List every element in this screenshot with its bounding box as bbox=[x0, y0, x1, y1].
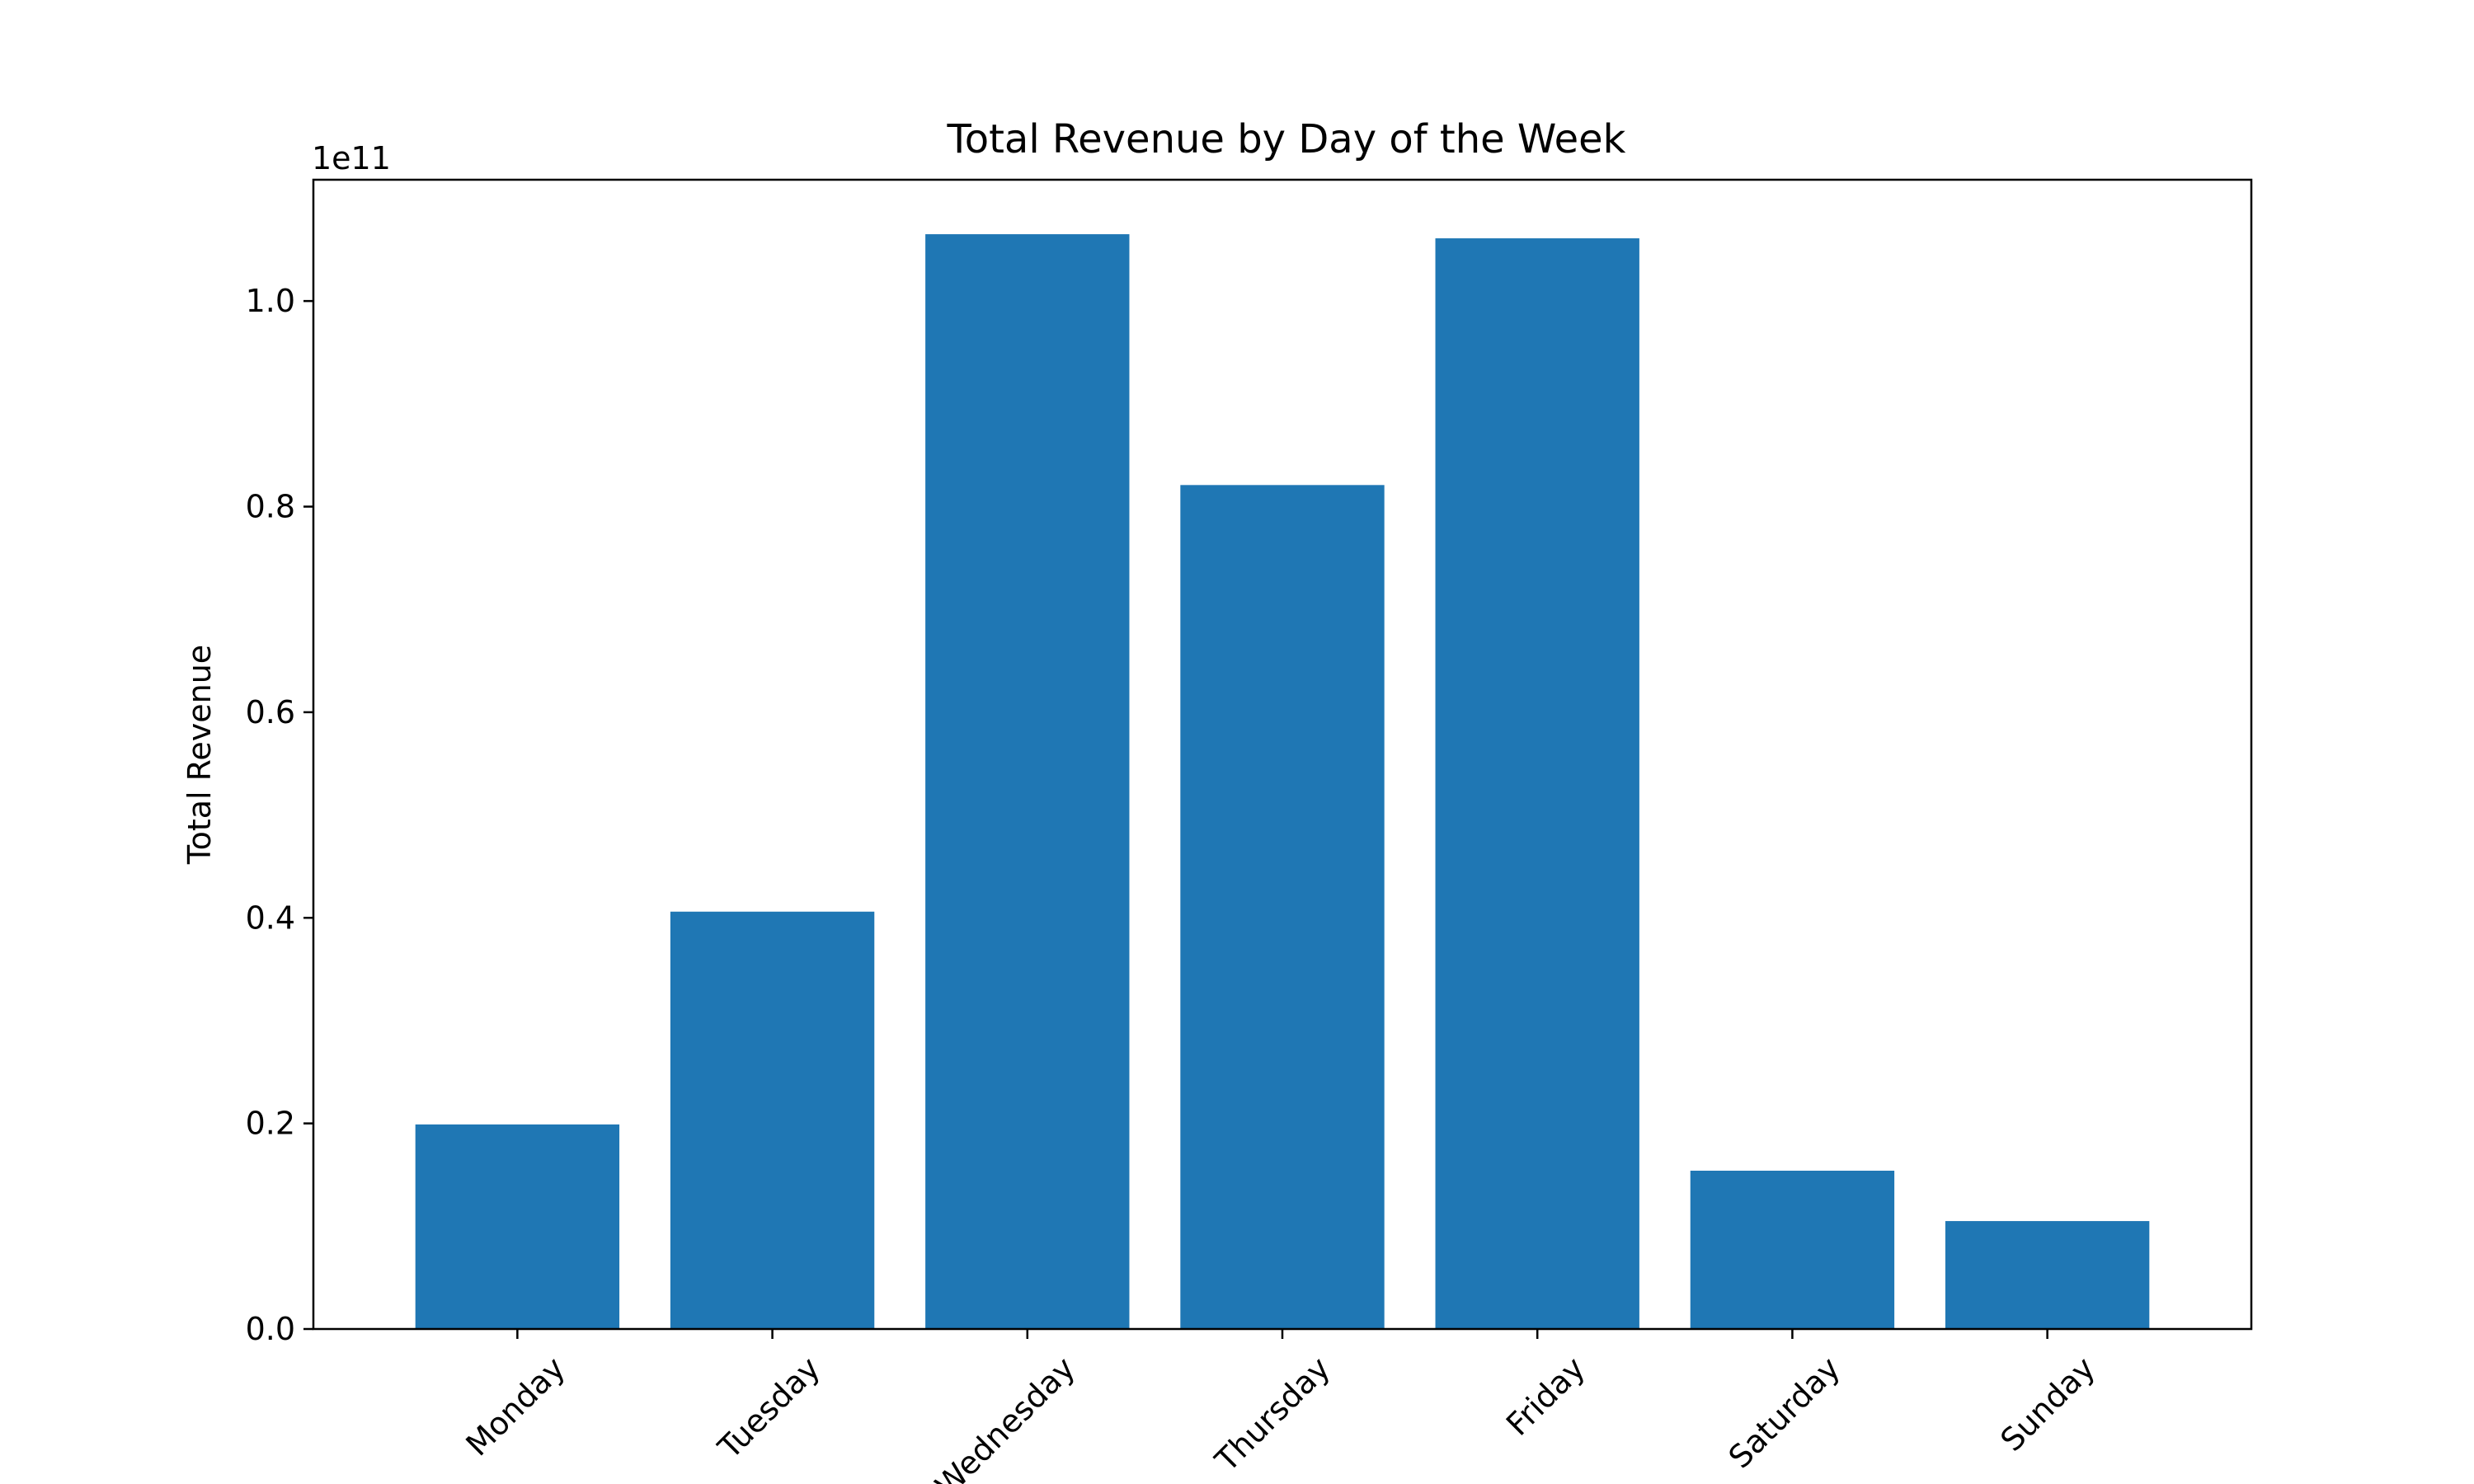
y-axis-offset-label: 1e11 bbox=[312, 140, 391, 176]
y-tick-label: 0.0 bbox=[246, 1311, 295, 1347]
y-tick-label: 0.2 bbox=[246, 1106, 295, 1142]
chart-title: Total Revenue by Day of the Week bbox=[947, 116, 1626, 162]
bar-thursday bbox=[1180, 485, 1385, 1329]
bar-sunday bbox=[1945, 1221, 2150, 1329]
bar-tuesday bbox=[670, 911, 875, 1329]
y-tick-label: 1.0 bbox=[246, 283, 295, 319]
y-tick-label: 0.6 bbox=[246, 694, 295, 730]
y-tick-label: 0.8 bbox=[246, 489, 295, 525]
y-axis-label: Total Revenue bbox=[181, 645, 218, 865]
axes-frame bbox=[312, 178, 2253, 1331]
bar-saturday bbox=[1690, 1170, 1895, 1329]
bar-monday bbox=[415, 1124, 620, 1329]
bars-layer bbox=[415, 234, 2150, 1330]
bar-wednesday bbox=[925, 234, 1130, 1329]
bar-friday bbox=[1435, 238, 1639, 1330]
y-tick-label: 0.4 bbox=[246, 899, 295, 936]
